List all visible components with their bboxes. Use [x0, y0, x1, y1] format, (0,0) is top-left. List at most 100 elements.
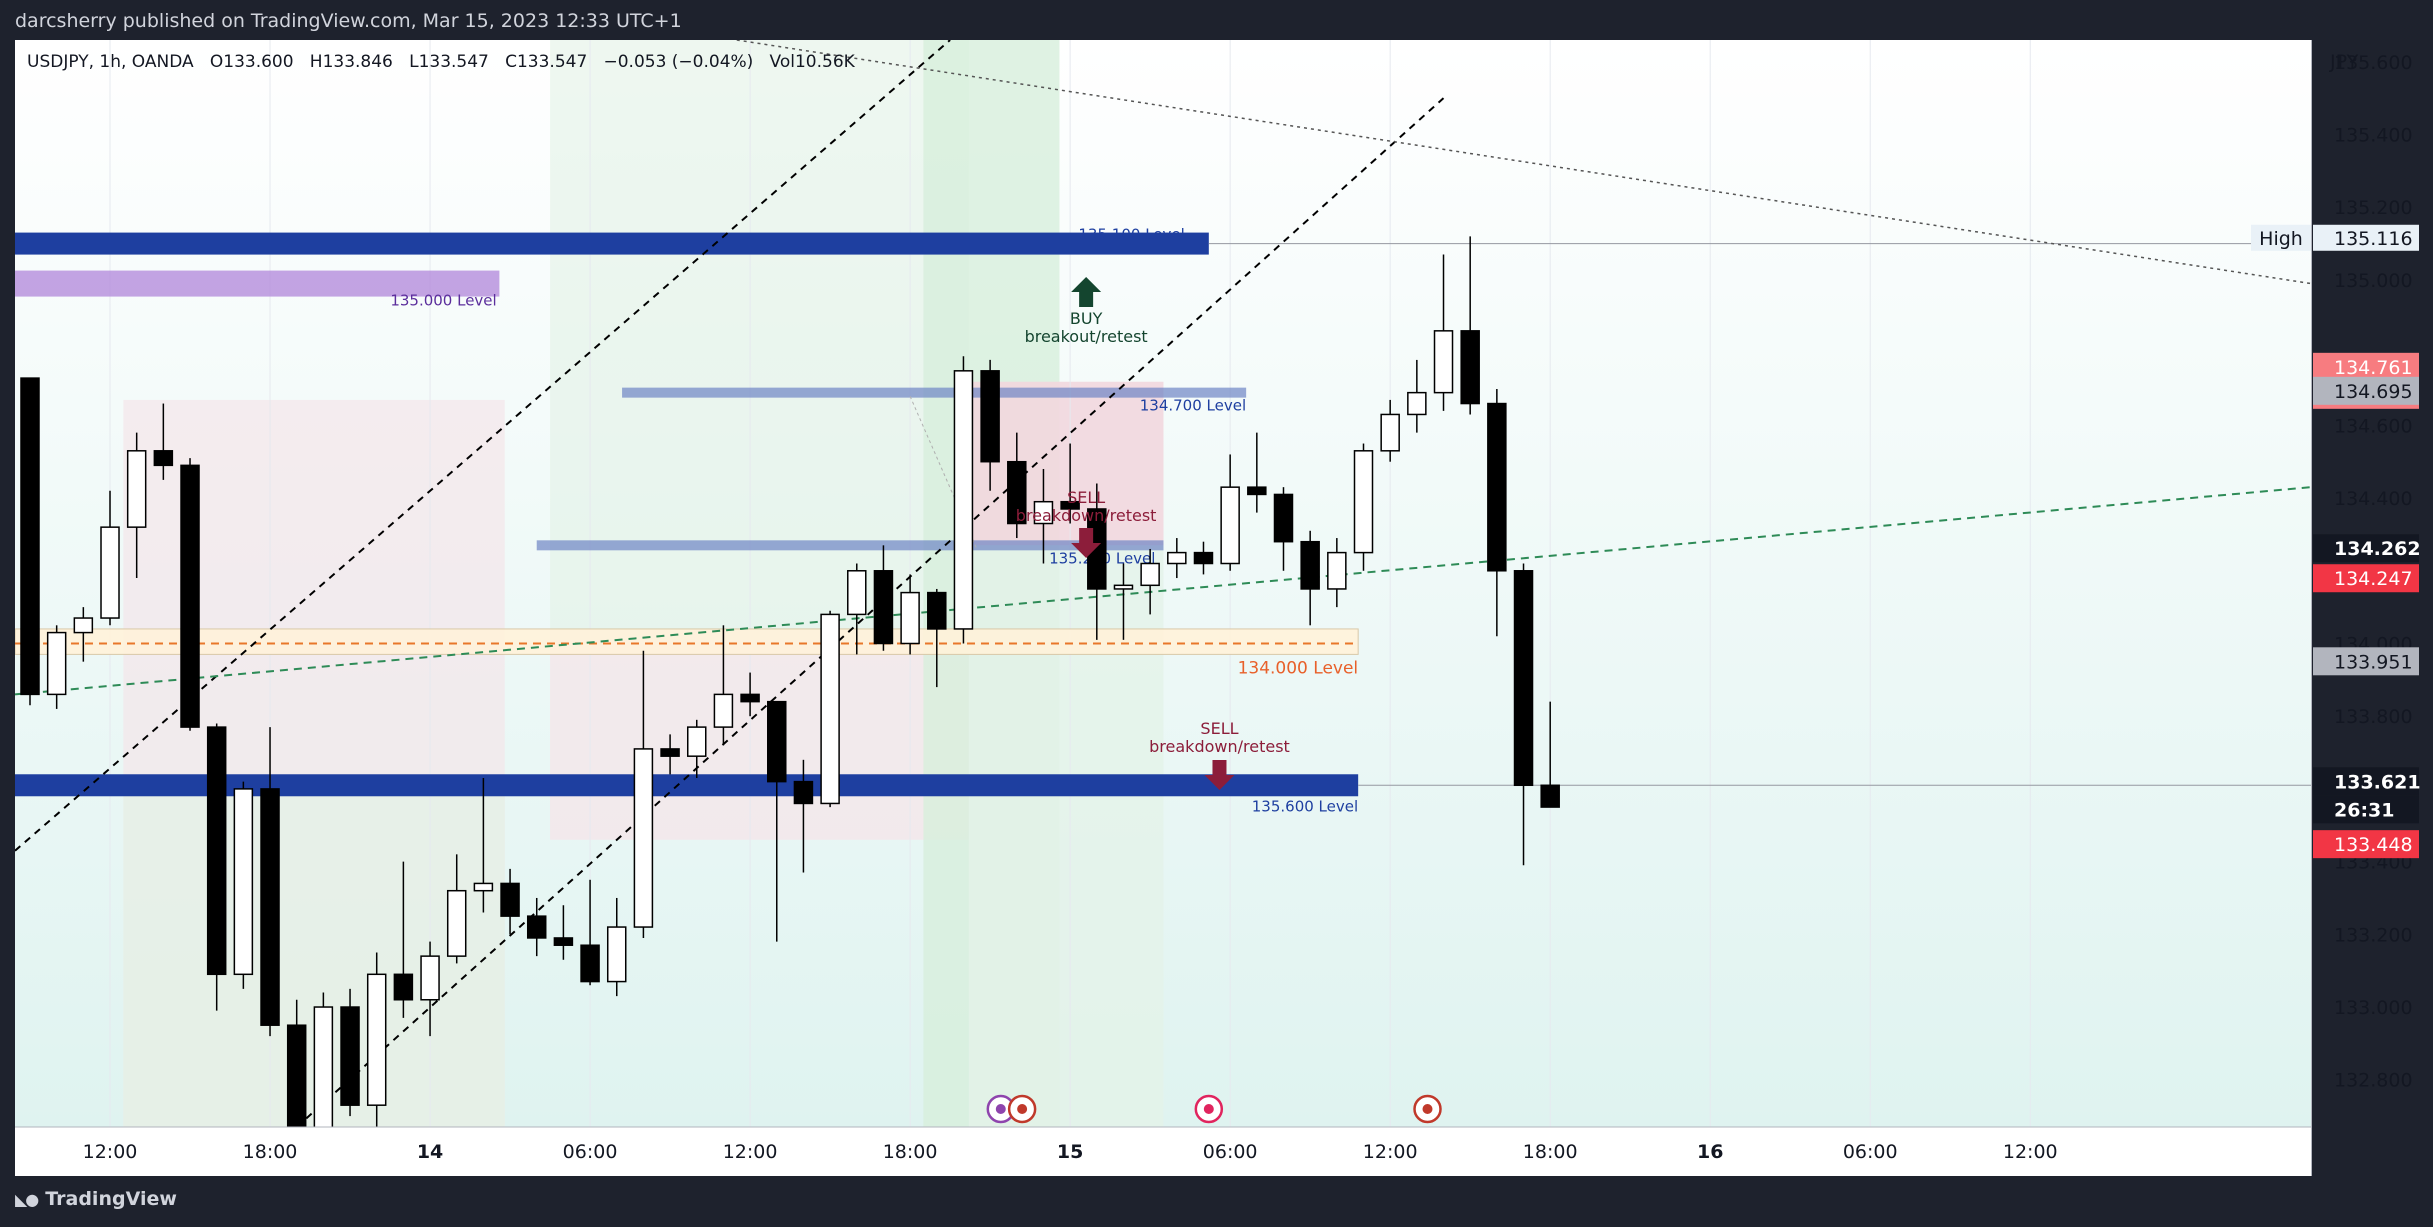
candle-body[interactable] [1247, 486, 1267, 496]
candle-body[interactable] [793, 780, 814, 805]
high-marker-box [2251, 224, 2311, 251]
candle-body[interactable] [180, 464, 200, 728]
annotation-text: SELL [1067, 488, 1105, 507]
candle-body[interactable] [606, 926, 627, 983]
x-tick-label: 06:00 [1843, 1141, 1898, 1163]
us-flag-event-icon-dot [1422, 1104, 1433, 1114]
high-price-label: 135.116 [2334, 228, 2413, 250]
publisher-text: darcsherry published on TradingView.com,… [15, 10, 682, 32]
high-price-box [2313, 224, 2419, 251]
y-tick-label: 133.800 [2334, 706, 2413, 728]
candle-body[interactable] [46, 631, 67, 696]
candle-body[interactable] [446, 889, 467, 957]
trend-line [15, 486, 2311, 696]
green-zone [550, 40, 969, 640]
candle-body[interactable] [660, 748, 680, 757]
y-tick-label: 134.400 [2334, 488, 2413, 510]
candle-body[interactable] [1220, 486, 1240, 565]
candle-body[interactable] [420, 955, 440, 1001]
candle-body[interactable] [953, 370, 974, 630]
candle-body[interactable] [633, 748, 654, 928]
price-label: 134.761 [2334, 357, 2413, 379]
candle-body[interactable] [713, 693, 734, 728]
candle-body[interactable] [1113, 584, 1134, 590]
candle-body[interactable] [1407, 391, 1427, 416]
candle-body[interactable] [1007, 460, 1027, 525]
candle-body[interactable] [1273, 493, 1294, 543]
currency-label: JPY [2329, 51, 2359, 73]
candle-body[interactable] [313, 1006, 334, 1152]
candle-body[interactable] [100, 526, 120, 619]
x-tick-label: 12:00 [723, 1141, 778, 1163]
y-tick-label: 135.000 [2334, 270, 2413, 292]
candle-body[interactable] [206, 726, 227, 976]
candle-body[interactable] [927, 591, 947, 630]
candle-body[interactable] [580, 944, 600, 983]
price-label-box [2313, 564, 2419, 593]
candle-body[interactable] [340, 1006, 360, 1106]
price-label-box [2313, 534, 2419, 563]
candle-body[interactable] [73, 617, 94, 634]
level-label: 135.000 Level [390, 292, 496, 310]
arrow-down-icon [1071, 528, 1102, 558]
candle-body[interactable] [1300, 540, 1320, 590]
candle-body[interactable] [740, 693, 760, 703]
candle-body[interactable] [286, 1024, 307, 1152]
candle-body[interactable] [1193, 551, 1214, 565]
candle-body[interactable] [1487, 402, 1507, 572]
candle-body[interactable] [260, 788, 280, 1026]
x-tick-label: 12:00 [1363, 1141, 1418, 1163]
candle-body[interactable] [1513, 570, 1534, 787]
candle-body[interactable] [1433, 330, 1454, 394]
x-tick-label: 12:00 [83, 1141, 138, 1163]
tradingview-logo[interactable]: ◣● TradingView [15, 1188, 177, 1210]
candle-body[interactable] [1167, 551, 1187, 565]
candle-body[interactable] [473, 882, 494, 892]
candle-body[interactable] [873, 570, 894, 645]
price-label-box [2313, 830, 2419, 859]
price-label-box [2313, 795, 2419, 824]
pink-zone [968, 381, 1164, 546]
candle-body[interactable] [500, 882, 520, 917]
price-label-box [2313, 352, 2419, 381]
pink-zone [550, 639, 969, 840]
candle-body[interactable] [526, 915, 547, 939]
candle-body[interactable] [1460, 330, 1480, 405]
candle-body[interactable] [1353, 450, 1374, 554]
candle-body[interactable] [687, 726, 707, 757]
price-label-box [2313, 376, 2419, 405]
legend-high: H133.846 [309, 52, 393, 72]
candle-body[interactable] [1033, 500, 1054, 525]
candle-body[interactable] [20, 377, 40, 696]
candle-body[interactable] [233, 788, 254, 976]
level-label: 134.000 Level [1238, 658, 1359, 678]
legend-close: C133.547 [505, 52, 588, 72]
level-band [15, 774, 1359, 797]
candle-body[interactable] [820, 613, 840, 805]
x-tick-label: 12:00 [2003, 1141, 2058, 1163]
price-label: 133.951 [2334, 651, 2413, 673]
price-label: 133.448 [2334, 834, 2413, 856]
candle-body[interactable] [553, 937, 574, 946]
candle-body[interactable] [1380, 413, 1400, 452]
candle-body[interactable] [1140, 562, 1160, 587]
candle-body[interactable] [980, 370, 1000, 463]
candle-body[interactable] [1060, 500, 1080, 510]
candle-body[interactable] [1327, 551, 1347, 590]
candle-body[interactable] [847, 570, 867, 616]
price-label: 26:31 [2334, 799, 2394, 821]
candle-body[interactable] [366, 973, 387, 1106]
symbol-legend: USDJPY, 1h, OANDA O133.600 H133.846 L133… [27, 52, 855, 72]
candle-body[interactable] [900, 591, 920, 645]
candle-body[interactable] [767, 700, 787, 783]
candle-body[interactable] [126, 450, 147, 528]
level-band [536, 540, 1164, 551]
candle-body[interactable] [153, 450, 174, 467]
trend-line [15, 40, 951, 852]
y-tick-label: 133.000 [2334, 997, 2413, 1019]
arrow-up-icon [1071, 277, 1102, 307]
candle-body[interactable] [1540, 784, 1560, 808]
candle-body[interactable] [393, 973, 414, 1001]
level-label: 135.600 Level [1252, 797, 1358, 815]
